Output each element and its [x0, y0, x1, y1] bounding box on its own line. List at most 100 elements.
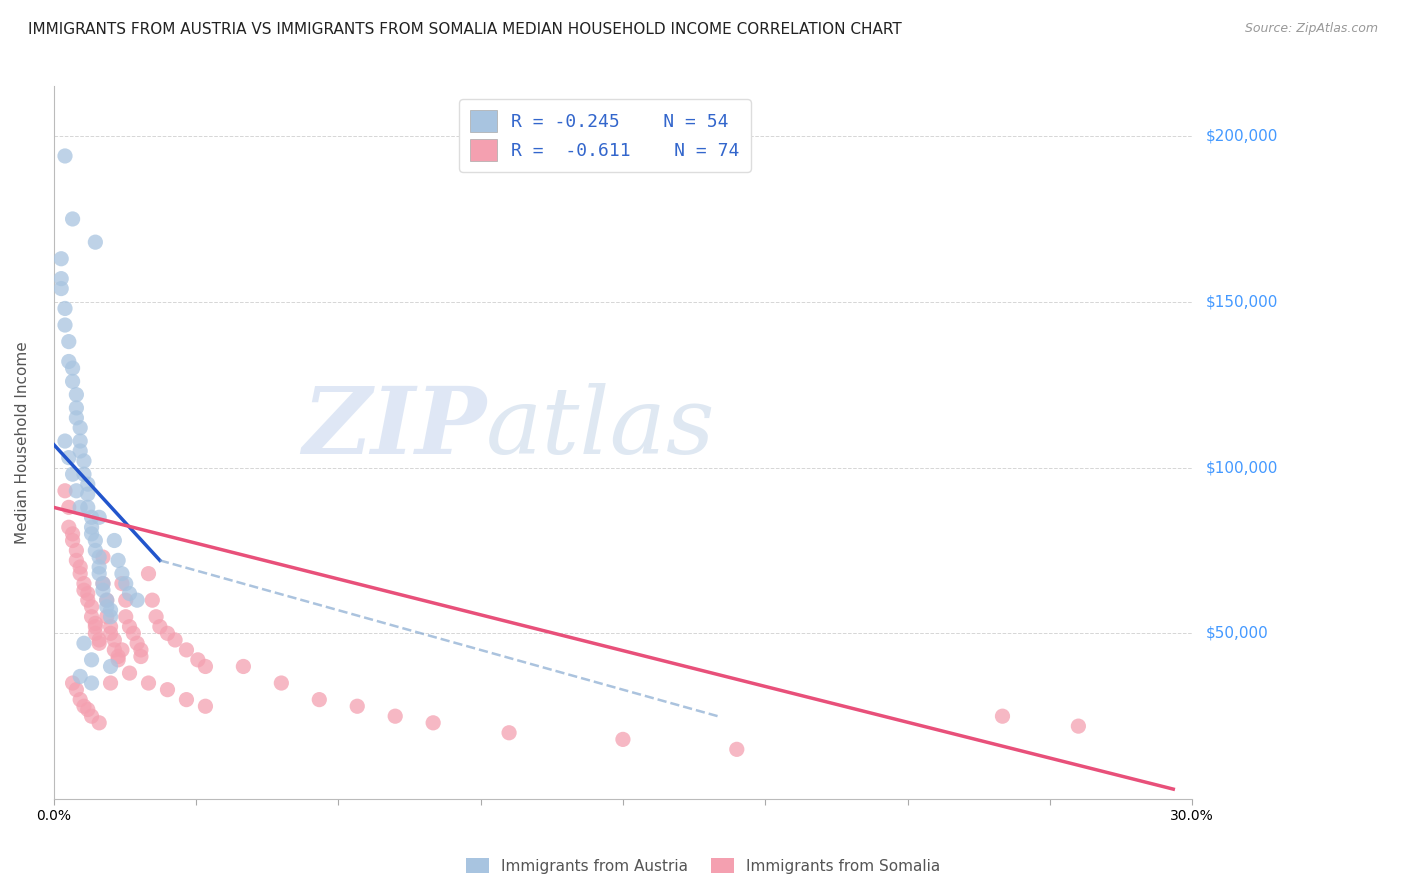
Point [118, 586, 141, 600]
Point [612, 732, 634, 747]
Point [62, 211, 84, 226]
Point [73, 467, 96, 482]
Point [53, 483, 76, 498]
Point [122, 626, 145, 640]
Point [58, 500, 80, 515]
Point [100, 626, 122, 640]
Point [384, 709, 406, 723]
Legend: Immigrants from Austria, Immigrants from Somalia: Immigrants from Austria, Immigrants from… [460, 852, 946, 880]
Point [308, 692, 330, 706]
Text: $200,000: $200,000 [1206, 128, 1278, 144]
Point [138, 676, 160, 690]
Point [187, 653, 209, 667]
Y-axis label: Median Household Income: Median Household Income [15, 342, 30, 544]
Point [65, 682, 87, 697]
Point [69, 669, 91, 683]
Point [100, 603, 122, 617]
Point [58, 354, 80, 368]
Point [1067, 719, 1090, 733]
Point [65, 483, 87, 498]
Point [80, 709, 103, 723]
Point [69, 500, 91, 515]
Point [51, 252, 73, 266]
Point [91, 550, 114, 565]
Point [346, 699, 368, 714]
Point [76, 500, 98, 515]
Point [89, 632, 111, 647]
Point [165, 632, 187, 647]
Point [114, 593, 136, 607]
Point [73, 583, 96, 598]
Point [498, 725, 520, 739]
Point [118, 620, 141, 634]
Point [118, 666, 141, 681]
Point [232, 659, 254, 673]
Text: ZIP: ZIP [302, 384, 486, 474]
Point [194, 699, 217, 714]
Point [62, 361, 84, 376]
Point [111, 576, 134, 591]
Point [53, 318, 76, 332]
Point [127, 636, 149, 650]
Point [91, 583, 114, 598]
Point [991, 709, 1014, 723]
Point [100, 676, 122, 690]
Point [58, 334, 80, 349]
Text: $150,000: $150,000 [1206, 294, 1278, 310]
Point [149, 620, 172, 634]
Point [114, 609, 136, 624]
Point [91, 576, 114, 591]
Text: $100,000: $100,000 [1206, 460, 1278, 475]
Text: atlas: atlas [486, 384, 716, 474]
Point [111, 643, 134, 657]
Point [76, 487, 98, 501]
Point [156, 682, 179, 697]
Point [73, 699, 96, 714]
Point [53, 434, 76, 448]
Point [422, 715, 444, 730]
Point [80, 676, 103, 690]
Point [129, 643, 152, 657]
Point [156, 626, 179, 640]
Point [96, 599, 118, 614]
Point [53, 149, 76, 163]
Point [103, 533, 125, 548]
Legend: R = -0.245    N = 54, R =  -0.611    N = 74: R = -0.245 N = 54, R = -0.611 N = 74 [458, 99, 751, 172]
Point [65, 553, 87, 567]
Point [65, 543, 87, 558]
Point [138, 566, 160, 581]
Point [176, 643, 198, 657]
Point [73, 636, 96, 650]
Point [89, 510, 111, 524]
Point [76, 702, 98, 716]
Point [89, 566, 111, 581]
Point [100, 659, 122, 673]
Point [69, 444, 91, 458]
Point [65, 387, 87, 401]
Point [62, 375, 84, 389]
Point [89, 715, 111, 730]
Point [58, 520, 80, 534]
Point [107, 653, 129, 667]
Point [96, 593, 118, 607]
Point [51, 282, 73, 296]
Point [53, 301, 76, 316]
Point [270, 676, 292, 690]
Point [69, 692, 91, 706]
Point [96, 609, 118, 624]
Point [141, 593, 163, 607]
Point [80, 510, 103, 524]
Point [103, 632, 125, 647]
Point [100, 609, 122, 624]
Point [91, 576, 114, 591]
Point [89, 550, 111, 565]
Point [73, 576, 96, 591]
Point [725, 742, 748, 756]
Point [107, 649, 129, 664]
Point [84, 543, 107, 558]
Point [89, 636, 111, 650]
Point [65, 401, 87, 415]
Point [62, 527, 84, 541]
Point [69, 560, 91, 574]
Point [84, 626, 107, 640]
